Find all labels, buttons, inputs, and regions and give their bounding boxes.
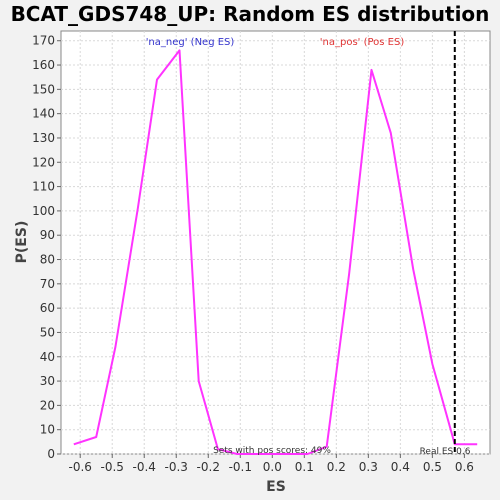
y-tick-label: 160 [32,58,55,72]
y-tick-label: 70 [40,277,55,291]
y-tick-label: 130 [32,131,55,145]
y-tick-label: 170 [32,34,55,48]
y-tick-label: 60 [40,301,55,315]
x-tick-label: -0.6 [68,460,91,474]
series-layer [73,49,478,455]
es-distribution-line [73,49,478,455]
chart-title: BCAT_GDS748_UP: Random ES distribution [11,2,490,26]
real-es-label: Real ES 0.6 [420,447,471,457]
x-tick-label: -0.2 [197,460,220,474]
x-tick-label: 0.0 [263,460,282,474]
x-tick-label: 0.1 [295,460,314,474]
y-tick-label: 100 [32,204,55,218]
x-tick-label: 0.6 [455,460,474,474]
pos-scores-label: Sets with pos scores: 49% [213,446,331,456]
y-tick-label: 10 [40,423,55,437]
pos-es-label: 'na_pos' (Pos ES) [320,37,405,48]
neg-es-label: 'na_neg' (Neg ES) [146,37,235,48]
x-tick-label: 0.4 [391,460,410,474]
y-tick-label: 90 [40,228,55,242]
x-tick-label: -0.4 [133,460,156,474]
plot-area [60,30,491,455]
x-tick-label: -0.1 [229,460,252,474]
y-tick-label: 0 [47,447,55,461]
x-tick-label: 0.2 [327,460,346,474]
x-tick-label: -0.3 [165,460,188,474]
x-axis: -0.6 -0.5 -0.4 -0.3 -0.2 -0.1 0.0 0.1 0.2 0.3 0.4 0… [68,454,474,474]
y-tick-label: 120 [32,155,55,169]
y-tick-label: 30 [40,374,55,388]
y-tick-label: 110 [32,180,55,194]
y-tick-label: 20 [40,398,55,412]
y-tick-label: 80 [40,253,55,267]
grid-lines [61,31,490,455]
x-tick-label: 0.5 [423,460,442,474]
y-tick-label: 140 [32,107,55,121]
x-tick-label: 0.3 [359,460,378,474]
x-tick-label: -0.5 [101,460,124,474]
y-axis: 0 10 20 30 40 50 60 70 80 90 100 110 120 130 140 150 160… [32,34,61,461]
y-tick-label: 50 [40,325,55,339]
x-axis-label: ES [266,479,286,495]
y-tick-label: 150 [32,82,55,96]
y-axis-label: P(ES) [14,221,30,264]
y-tick-label: 40 [40,350,55,364]
